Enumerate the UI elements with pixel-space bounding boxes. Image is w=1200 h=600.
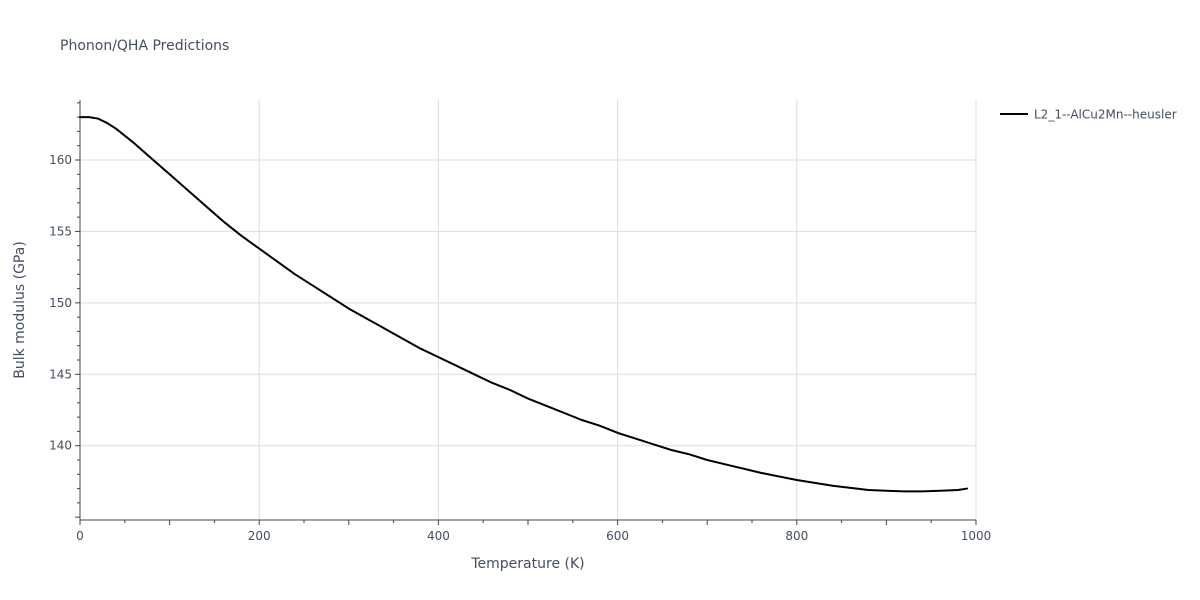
- y-tick-label: 140: [49, 439, 72, 453]
- x-tick-label: 600: [606, 529, 629, 543]
- legend-label: L2_1--AlCu2Mn--heusler: [1034, 108, 1177, 122]
- series-line[interactable]: [79, 116, 969, 493]
- y-tick-label: 150: [49, 296, 72, 310]
- y-axis-title: Bulk modulus (GPa): [12, 241, 28, 379]
- grid: [80, 100, 977, 520]
- x-tick-label: 1000: [961, 529, 992, 543]
- x-tick-label: 0: [76, 529, 84, 543]
- chart-title: Phonon/QHA Predictions: [60, 38, 229, 54]
- x-tick-label: 200: [248, 529, 271, 543]
- legend[interactable]: L2_1--AlCu2Mn--heusler: [1000, 108, 1177, 122]
- axes: 0 200 400 600 800 1000 140 145 150 155 160: [49, 100, 991, 543]
- y-tick-label: 145: [49, 367, 72, 381]
- x-tick-label: 400: [427, 529, 450, 543]
- y-tick-label: 160: [49, 153, 72, 167]
- y-tick-label: 155: [49, 224, 72, 238]
- x-tick-label: 800: [785, 529, 808, 543]
- x-axis-title: Temperature (K): [470, 556, 584, 572]
- series-layer: [79, 116, 969, 493]
